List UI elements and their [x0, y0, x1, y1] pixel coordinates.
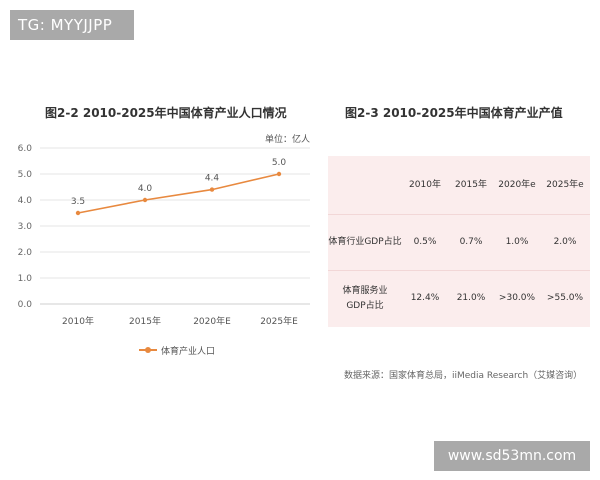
table-cell: 21.0% — [456, 293, 486, 303]
table-cell: 2.0% — [553, 236, 577, 247]
line-chart-title: 图2-2 2010-2025年中国体育产业人口情况 — [45, 106, 287, 120]
data-labels: 3.5 4.0 4.4 5.0 — [71, 158, 287, 207]
site-watermark: www.sd53mn.com — [434, 441, 590, 471]
row-divider — [328, 214, 590, 215]
series-line-path — [77, 173, 280, 214]
legend: 体育产业人口 — [139, 343, 215, 357]
y-axis-ticks: 0.0 1.0 2.0 3.0 4.0 5.0 6.0 — [18, 144, 33, 310]
table-title: 图2-3 2010-2025年中国体育产业产值 — [345, 106, 563, 120]
tg-badge: TG: MYYJJPP — [10, 10, 134, 40]
table-cell: 1.0% — [505, 236, 529, 247]
data-point — [75, 210, 81, 216]
y-tick-label: 6.0 — [18, 144, 33, 154]
table-column-header: 2015年 — [455, 179, 487, 190]
line-chart: 0.01.02.03.04.05.06.0 2010年 2015年 2020年E 20… — [18, 144, 310, 327]
x-axis-ticks: 2010年 2015年 2020年E 2025年E — [62, 315, 298, 327]
data-label: 4.4 — [205, 174, 220, 184]
y-tick-label: 3.0 — [18, 222, 33, 232]
data-point — [209, 187, 215, 192]
table-column-header: 2010年 — [409, 179, 441, 190]
table-column-header: 2025年e — [546, 179, 584, 190]
data-point — [276, 171, 282, 177]
x-tick-label: 2020年E — [193, 315, 231, 327]
series-line — [77, 173, 280, 214]
y-tick-label: 5.0 — [18, 170, 33, 180]
gridlines — [40, 147, 310, 305]
data-points — [75, 171, 282, 216]
data-table: 2010年 2015年 2020年e 2025年e 体育行业GDP占比 0.5% 0.7% 1… — [328, 156, 590, 327]
table-cell: 0.5% — [413, 236, 437, 247]
table-row-label: 体育服务业GDP占比 — [342, 285, 388, 311]
data-point — [142, 197, 148, 203]
table-row-label: 体育行业GDP占比 — [328, 236, 402, 247]
source-note: 数据来源：国家体育总局，iiMedia Research（艾媒咨询） — [344, 371, 583, 381]
y-tick-label: 4.0 — [18, 196, 33, 206]
x-tick-label: 2025年E — [260, 315, 298, 327]
table-cell: 0.7% — [459, 236, 483, 247]
legend-label: 体育产业人口 — [161, 346, 216, 357]
row-divider — [328, 270, 590, 271]
y-tick-label: 1.0 — [18, 274, 33, 284]
line-chart-unit: 单位：亿人 — [265, 135, 311, 145]
table-cell: 12.4% — [410, 293, 440, 303]
data-label: 4.0 — [138, 184, 153, 194]
y-tick-label: 0.0 — [18, 300, 33, 310]
x-tick-label: 2015年 — [129, 315, 161, 327]
table-cell: >30.0% — [498, 293, 536, 303]
x-tick-label: 2010年 — [62, 315, 94, 327]
data-label: 5.0 — [272, 158, 287, 168]
data-label: 3.5 — [71, 197, 85, 207]
table-cell: >55.0% — [546, 293, 584, 303]
y-tick-label: 2.0 — [18, 248, 33, 258]
legend-line-marker-icon — [139, 345, 157, 355]
table-column-header: 2020年e — [498, 179, 536, 190]
